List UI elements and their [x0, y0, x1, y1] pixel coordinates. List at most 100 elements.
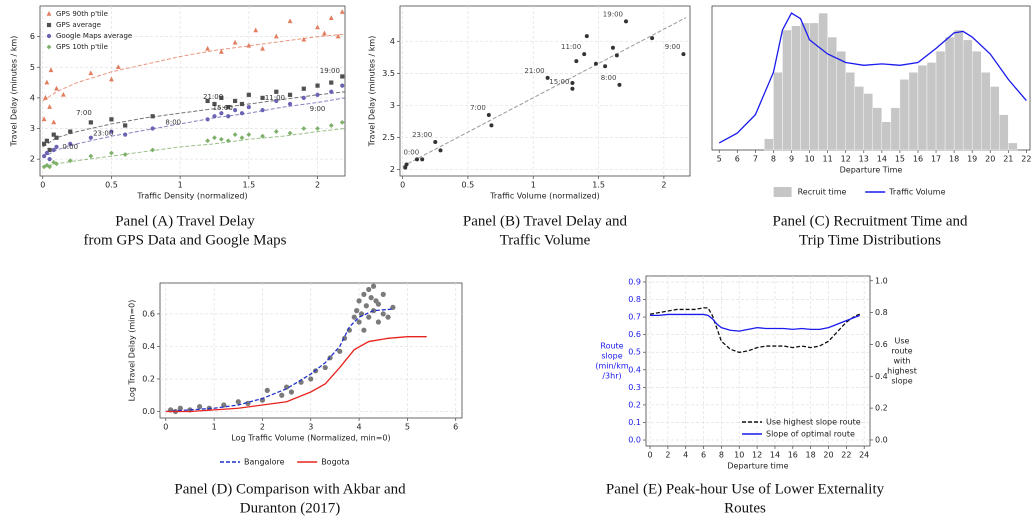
- annotation: 23:00: [93, 130, 113, 138]
- histogram-bar: [935, 50, 946, 151]
- point: [150, 114, 155, 119]
- point: [239, 135, 245, 141]
- y-tick-label: 3: [30, 124, 35, 133]
- panel-caption: Panel (E) Peak-hour Use of Lower Externa…: [606, 481, 885, 497]
- point: [115, 64, 121, 70]
- point: [54, 144, 59, 150]
- point: [150, 147, 156, 153]
- y-axis-label: Travel Delay (minutes / km): [368, 36, 377, 148]
- y-tick-label: 2.5: [382, 133, 395, 142]
- panel-caption: Panel (B) Travel Delay and: [463, 213, 628, 229]
- point-label: 23:00: [412, 131, 432, 139]
- y-axis-label: /3hr): [602, 372, 621, 381]
- point: [368, 295, 374, 301]
- point: [328, 15, 334, 21]
- y-tick-label: 0.4: [628, 365, 641, 374]
- y-tick-label: 5: [30, 63, 35, 72]
- legend-label: Bangalore: [244, 458, 285, 467]
- point: [315, 126, 320, 131]
- point: [109, 150, 114, 156]
- legend-label: Traffic Volume: [888, 188, 945, 197]
- annotation: 8:00: [165, 118, 181, 126]
- x-tick-label: 1.5: [242, 181, 255, 190]
- point: [361, 327, 367, 333]
- point: [301, 126, 307, 131]
- point: [570, 86, 575, 91]
- panel-caption: Panel (D) Comparison with Akbar and: [174, 481, 406, 497]
- point: [41, 116, 47, 122]
- x-tick-label: 14: [877, 155, 887, 164]
- x-tick-label: 1: [178, 181, 183, 190]
- series-line: [165, 308, 393, 413]
- point: [356, 319, 362, 325]
- y-tick-label: 0.2: [628, 400, 641, 409]
- x-tick-label: 1: [531, 181, 536, 190]
- point: [650, 36, 655, 41]
- point: [260, 108, 265, 113]
- x-tick-label: 0.5: [462, 181, 475, 190]
- point: [337, 348, 343, 354]
- point: [370, 283, 377, 289]
- y-axis-label: slope: [601, 352, 622, 361]
- legend-marker: [46, 22, 52, 28]
- point: [438, 148, 443, 153]
- y-tick-label: 0.1: [628, 418, 641, 427]
- point: [205, 117, 210, 122]
- x-tick-label: 1: [212, 423, 217, 432]
- histogram-bar: [854, 86, 864, 151]
- point: [51, 147, 56, 153]
- y2-axis-label: Use: [895, 337, 910, 346]
- x-tick-label: 24: [859, 451, 869, 460]
- point: [329, 80, 334, 85]
- point: [617, 82, 622, 87]
- point: [623, 19, 628, 24]
- point: [570, 80, 575, 85]
- y2-axis-label: route: [891, 347, 912, 356]
- point: [88, 120, 93, 125]
- panel-caption: from GPS Data and Google Maps: [84, 232, 287, 248]
- x-tick-label: 5: [717, 155, 722, 164]
- y-tick-label: 0.6: [142, 309, 155, 318]
- legend-label: Slope of optimal route: [766, 430, 855, 439]
- point: [403, 165, 408, 170]
- x-tick-label: 14: [770, 451, 780, 460]
- point: [42, 153, 47, 159]
- point: [235, 399, 241, 405]
- histogram-bar: [981, 72, 991, 151]
- point: [301, 95, 306, 100]
- point: [433, 140, 438, 144]
- x-tick-label: 0: [40, 181, 45, 190]
- histogram-bar: [944, 36, 955, 151]
- point-label: 21:00: [524, 67, 544, 75]
- point-label: 8:00: [601, 74, 617, 82]
- point: [260, 45, 265, 51]
- x-tick-label: 20: [823, 451, 833, 460]
- x-tick-label: 15: [895, 155, 905, 164]
- panel-caption: Traffic Volume: [500, 232, 591, 248]
- point: [489, 123, 494, 128]
- plot-frame: [645, 275, 871, 447]
- point: [232, 108, 238, 113]
- point: [232, 132, 238, 138]
- x-axis-label: Traffic Density (normalized): [136, 192, 247, 201]
- histogram-bar: [809, 22, 819, 151]
- legend-marker: [46, 11, 52, 16]
- point: [287, 18, 293, 24]
- point: [205, 138, 211, 144]
- point: [584, 34, 589, 39]
- y2-tick-label: 0.0: [875, 435, 888, 444]
- x-tick-label: 0.5: [105, 181, 118, 190]
- point: [219, 111, 224, 116]
- point: [212, 114, 217, 119]
- point: [197, 404, 203, 410]
- x-tick-label: 10: [734, 451, 744, 460]
- x-tick-label: 22: [1021, 155, 1031, 164]
- x-tick-label: 8: [771, 155, 776, 164]
- legend-label: Google Maps average: [56, 32, 132, 40]
- point: [287, 130, 293, 136]
- x-tick-label: 7: [753, 155, 758, 164]
- point: [42, 141, 47, 146]
- x-tick-label: 11: [823, 155, 833, 164]
- y2-axis-label: with: [894, 357, 911, 366]
- point: [593, 61, 598, 66]
